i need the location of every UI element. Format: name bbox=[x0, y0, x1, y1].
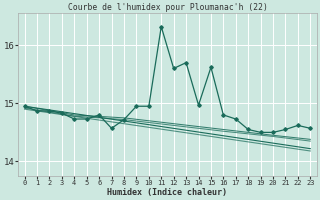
Title: Courbe de l'humidex pour Ploumanac'h (22): Courbe de l'humidex pour Ploumanac'h (22… bbox=[68, 3, 268, 12]
X-axis label: Humidex (Indice chaleur): Humidex (Indice chaleur) bbox=[108, 188, 228, 197]
